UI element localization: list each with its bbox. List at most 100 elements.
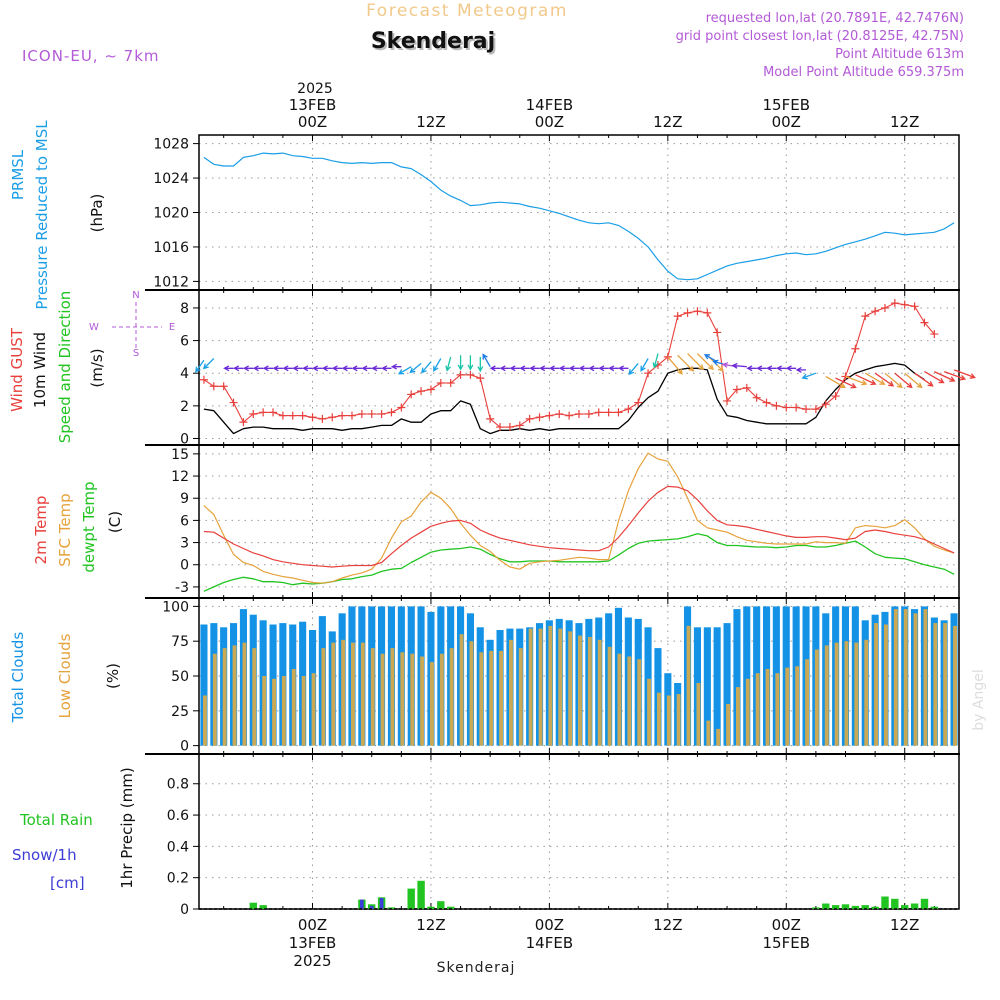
model-name: ICON-EU, ~ 7km xyxy=(22,47,160,65)
wind-gust-marker xyxy=(407,390,416,399)
bottom-time-label: 00Z xyxy=(535,916,564,934)
wind-gust-marker xyxy=(318,414,327,423)
low-cloud-bar xyxy=(341,639,346,746)
wind-direction-arrow xyxy=(864,372,886,385)
low-cloud-bar xyxy=(439,653,444,746)
wind-ytick-label: 8 xyxy=(180,301,189,317)
snow-bar xyxy=(379,898,384,909)
rain-bar xyxy=(861,905,869,909)
wind-direction-arrow xyxy=(894,372,913,389)
low-cloud-bar xyxy=(844,641,849,746)
low-cloud-bar xyxy=(903,609,908,746)
precip-frame xyxy=(198,753,960,910)
wind-direction-arrow xyxy=(943,370,967,381)
temperature-ytick-label: 0 xyxy=(180,558,189,574)
clouds-ytick-label: 25 xyxy=(171,704,189,720)
requested-coords: requested lon,lat (20.7891E, 42.7476N) xyxy=(706,11,964,26)
wind-gust-marker xyxy=(930,330,939,339)
temp-2m-line xyxy=(203,485,955,568)
low-cloud-bar xyxy=(449,648,454,746)
rain-bar xyxy=(249,902,257,909)
top-date-label: 14FEB xyxy=(526,96,573,114)
low-cloud-bar xyxy=(222,648,227,746)
low-cloud-bar xyxy=(578,635,582,746)
wind-direction-arrow xyxy=(548,365,560,372)
low-cloud-bar xyxy=(321,648,326,746)
total-cloud-bar xyxy=(733,609,741,746)
wind-gust-marker xyxy=(535,413,544,422)
rain-bar xyxy=(841,904,850,909)
low-cloud-bar xyxy=(805,659,809,746)
top-time-label: 12Z xyxy=(653,113,682,131)
low-cloud-bar xyxy=(548,625,553,746)
compass-w: W xyxy=(89,322,99,333)
temp-label-2m: 2m Temp xyxy=(32,496,50,565)
wind-gust-marker xyxy=(239,418,248,427)
low-cloud-bar xyxy=(814,649,819,746)
rain-bar xyxy=(910,903,919,909)
low-cloud-bar xyxy=(311,673,316,746)
wind-direction-arrow xyxy=(677,354,695,372)
pressure-ytick-label: 1024 xyxy=(153,171,189,187)
wind-gust-marker xyxy=(515,421,524,430)
wind-direction-arrow xyxy=(578,365,589,372)
top-date-label: 15FEB xyxy=(763,96,810,114)
top-date-label: 13FEB xyxy=(289,96,336,114)
rain-bar xyxy=(930,906,938,909)
precip-legend-rain: Total Rain xyxy=(19,811,93,829)
wind-direction-arrow xyxy=(628,362,639,376)
precip-ytick-label: 0.2 xyxy=(167,871,189,887)
low-cloud-bar xyxy=(884,624,888,746)
wind-gust-marker xyxy=(347,411,356,420)
wind-direction-arrow xyxy=(568,365,579,372)
wind-gust-marker xyxy=(486,414,495,423)
wind-gust-marker xyxy=(328,413,337,422)
low-cloud-bar xyxy=(943,623,948,746)
total-cloud-bar xyxy=(743,606,751,746)
wind-gust-marker xyxy=(476,374,485,383)
wind-direction-arrow xyxy=(321,365,333,372)
temp-label-unit: (C) xyxy=(106,511,124,533)
wind-ytick-label: 6 xyxy=(180,334,189,350)
wind-direction-arrow xyxy=(519,365,530,372)
low-cloud-bar xyxy=(430,662,434,746)
wind-gust-marker xyxy=(792,403,801,412)
bottom-date-label: 13FEB xyxy=(289,934,336,952)
wind-direction-arrow xyxy=(202,358,215,370)
wind-gust-marker xyxy=(436,379,445,387)
total-cloud-bar xyxy=(703,627,711,746)
wind-direction-arrow xyxy=(509,365,520,372)
wind-direction-arrow xyxy=(835,377,857,389)
low-cloud-bar xyxy=(252,648,257,746)
low-cloud-bar xyxy=(410,653,415,746)
wind-gust-marker xyxy=(229,398,238,407)
wind-direction-arrow xyxy=(845,375,868,386)
low-cloud-bar xyxy=(587,637,592,746)
pressure-ytick-label: 1012 xyxy=(153,274,189,290)
bottom-time-label: 00Z xyxy=(298,916,327,934)
low-cloud-bar xyxy=(824,645,829,746)
wind-gust-marker xyxy=(861,312,870,321)
wind-direction-arrow xyxy=(756,365,767,372)
wind-gust-marker xyxy=(496,423,505,432)
wind-gust-marker xyxy=(308,413,317,422)
low-cloud-bar xyxy=(518,648,523,746)
low-cloud-bar xyxy=(499,650,503,746)
wind-gust-marker xyxy=(199,375,208,384)
wind-direction-arrow xyxy=(795,367,806,373)
wind-gust-marker xyxy=(575,410,583,418)
precip-ytick-label: 0 xyxy=(180,902,189,918)
wind-gust-marker xyxy=(604,408,613,417)
wind-direction-arrow xyxy=(499,365,510,372)
wind-direction-arrow xyxy=(445,356,452,372)
low-cloud-bar xyxy=(726,703,730,746)
cloud-label-total: Total Clouds xyxy=(9,632,27,724)
wind-label-10m: 10m Wind xyxy=(31,332,49,408)
rain-bar xyxy=(851,905,860,909)
pressure-ytick-label: 1020 xyxy=(153,206,189,222)
pressure-ytick-label: 1016 xyxy=(153,240,189,256)
clouds-ytick-label: 50 xyxy=(171,669,189,685)
wind-gust-marker xyxy=(732,385,741,394)
wind-direction-arrow xyxy=(242,365,254,372)
wind-gust-marker xyxy=(249,410,258,418)
